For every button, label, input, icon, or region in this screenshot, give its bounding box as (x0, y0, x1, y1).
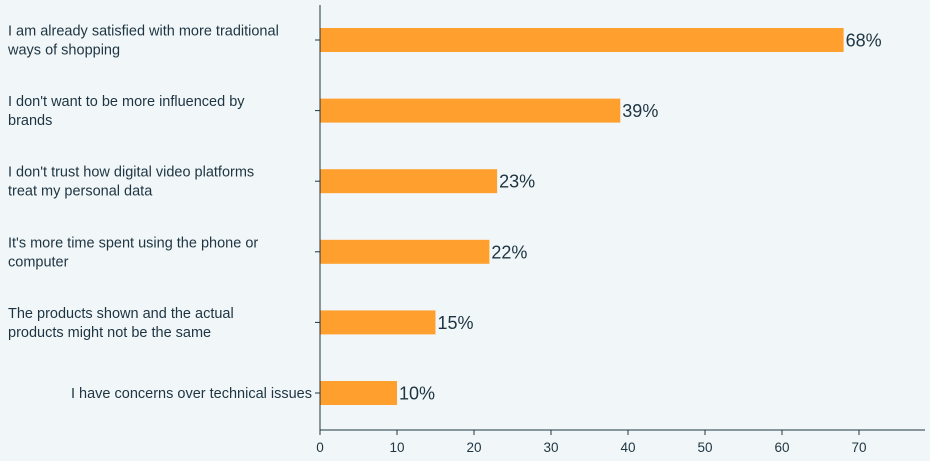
bar (320, 381, 397, 405)
category-label: I don't trust how digital video platform… (8, 165, 254, 181)
value-label: 10% (399, 384, 435, 404)
value-labels-group: 68% 39% 23% 22% 15% 10% (399, 31, 882, 404)
category-label: treat my personal data (8, 184, 153, 200)
category-label: I have concerns over technical issues (71, 386, 312, 402)
value-label: 15% (438, 313, 474, 333)
value-label: 22% (491, 242, 527, 262)
category-label: ways of shopping (7, 43, 120, 59)
category-label: I don't want to be more influenced by (8, 94, 245, 110)
category-label: computer (8, 254, 69, 270)
value-label: 39% (622, 101, 658, 121)
value-label: 68% (846, 31, 882, 51)
x-tick-label: 40 (620, 440, 635, 455)
x-tick-label: 70 (851, 440, 866, 455)
x-tick-label: 20 (466, 440, 481, 455)
category-labels-group: I am already satisfied with more traditi… (7, 24, 312, 403)
x-tick-label: 0 (316, 440, 324, 455)
bar (320, 239, 490, 264)
x-tick-label: 60 (774, 440, 789, 455)
x-tick-label: 10 (389, 440, 404, 455)
bar (320, 28, 844, 52)
category-label: The products shown and the actual (8, 306, 234, 322)
bar (320, 98, 621, 123)
category-label: It's more time spent using the phone or (8, 235, 258, 251)
value-label: 23% (499, 172, 535, 192)
category-label: I am already satisfied with more traditi… (8, 24, 279, 40)
bar (320, 169, 498, 194)
category-label: products might not be the same (8, 325, 211, 341)
bar (320, 310, 436, 335)
category-label: brands (8, 113, 52, 129)
bars-group (320, 28, 844, 405)
x-tick-label: 50 (697, 440, 712, 455)
x-tick-label: 30 (543, 440, 558, 455)
axes-group: 0 10 20 30 40 50 60 70 (315, 5, 925, 455)
